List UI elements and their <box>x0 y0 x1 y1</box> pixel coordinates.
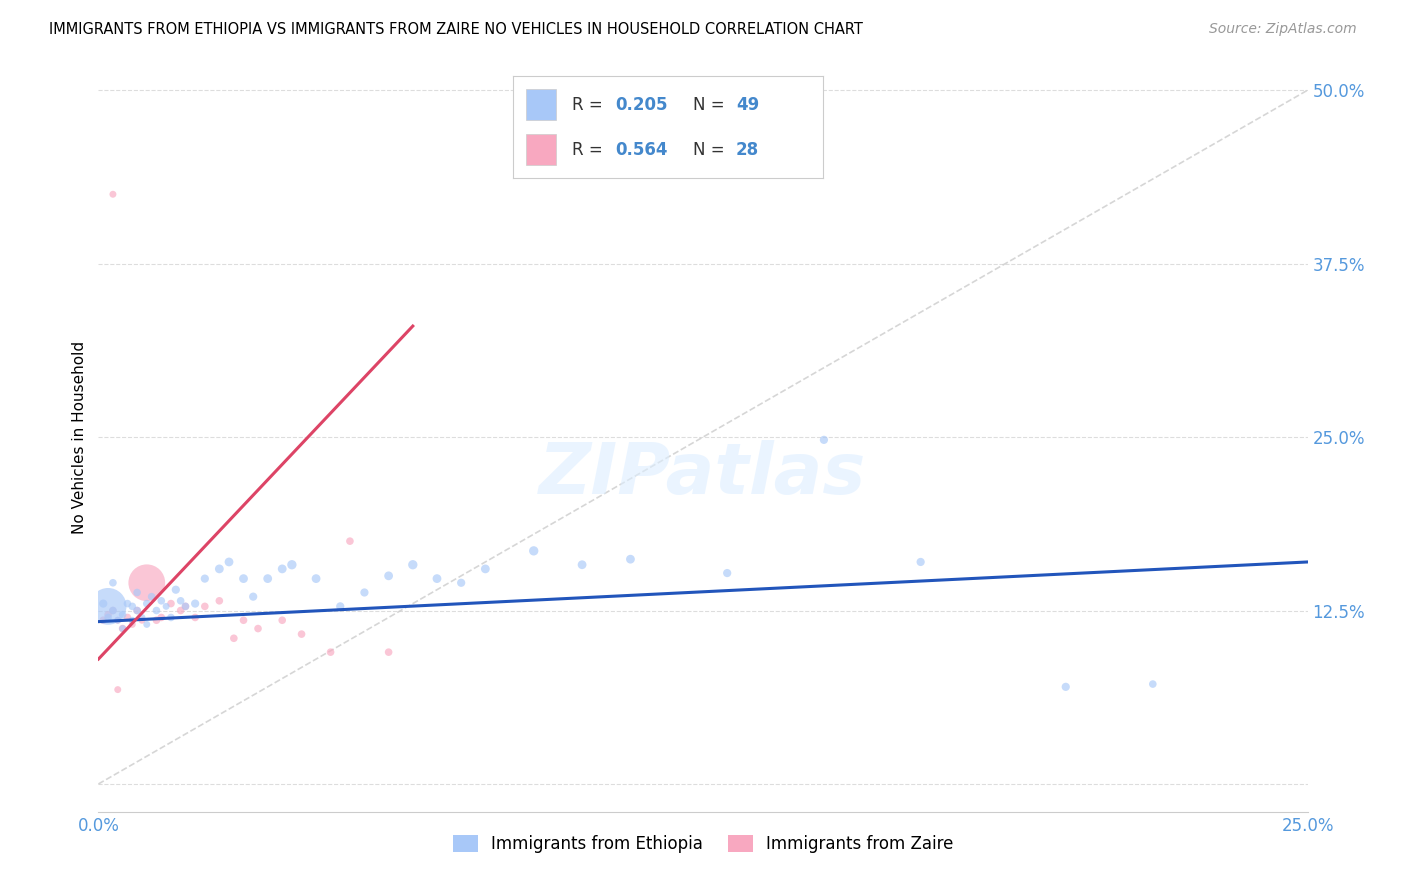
Point <box>1054 680 1077 694</box>
Point <box>290 627 312 641</box>
Point <box>169 603 191 617</box>
Point <box>329 599 352 614</box>
Point <box>150 610 173 624</box>
Point <box>91 597 114 611</box>
Text: 49: 49 <box>735 95 759 113</box>
Point <box>910 555 932 569</box>
Text: 28: 28 <box>735 141 759 159</box>
Point <box>1142 677 1164 691</box>
Point <box>145 603 167 617</box>
Point <box>256 572 278 586</box>
Point <box>208 594 231 608</box>
Point <box>305 572 328 586</box>
Point <box>97 607 120 622</box>
Point <box>131 610 153 624</box>
Point <box>107 613 129 627</box>
Point <box>281 558 304 572</box>
Text: 0.564: 0.564 <box>616 141 668 159</box>
Point <box>194 572 217 586</box>
Point <box>247 622 270 636</box>
Point <box>174 599 197 614</box>
Point <box>450 575 472 590</box>
Point <box>813 433 835 447</box>
Point <box>111 607 134 622</box>
Point <box>121 599 143 614</box>
Point <box>339 534 361 549</box>
Point <box>208 562 231 576</box>
Text: R =: R = <box>572 95 607 113</box>
Point <box>716 566 738 580</box>
Point <box>232 572 254 586</box>
Point <box>271 562 294 576</box>
Point <box>426 572 449 586</box>
Text: R =: R = <box>572 141 607 159</box>
Text: ZIPatlas: ZIPatlas <box>540 440 866 509</box>
Point <box>222 632 245 646</box>
Point <box>127 603 149 617</box>
Point <box>121 613 143 627</box>
Point <box>107 682 129 697</box>
Text: N =: N = <box>693 141 730 159</box>
Point <box>377 645 399 659</box>
Point <box>377 569 399 583</box>
Point <box>474 562 496 576</box>
Point <box>107 613 129 627</box>
Point <box>111 622 134 636</box>
Point <box>117 610 139 624</box>
Point <box>117 597 139 611</box>
Point <box>353 585 375 599</box>
Text: N =: N = <box>693 95 730 113</box>
Point <box>101 187 124 202</box>
Point <box>121 617 143 632</box>
Point <box>135 597 157 611</box>
Point <box>145 613 167 627</box>
Point <box>127 603 149 617</box>
Point <box>101 603 124 617</box>
Point <box>101 603 124 617</box>
Point <box>141 590 163 604</box>
Point <box>97 610 120 624</box>
Point <box>184 610 207 624</box>
Legend: Immigrants from Ethiopia, Immigrants from Zaire: Immigrants from Ethiopia, Immigrants fro… <box>446 828 960 860</box>
Point <box>97 599 120 614</box>
Point <box>242 590 264 604</box>
Point <box>91 613 114 627</box>
Point <box>150 594 173 608</box>
Point <box>218 555 240 569</box>
Point <box>174 599 197 614</box>
Point <box>160 610 183 624</box>
Point <box>169 594 191 608</box>
Point <box>155 599 177 614</box>
Point <box>271 613 294 627</box>
Point <box>232 613 254 627</box>
Point <box>619 552 641 566</box>
Text: IMMIGRANTS FROM ETHIOPIA VS IMMIGRANTS FROM ZAIRE NO VEHICLES IN HOUSEHOLD CORRE: IMMIGRANTS FROM ETHIOPIA VS IMMIGRANTS F… <box>49 22 863 37</box>
Point <box>523 544 546 558</box>
Y-axis label: No Vehicles in Household: No Vehicles in Household <box>72 341 87 533</box>
Point <box>160 597 183 611</box>
Point <box>165 582 187 597</box>
Point <box>571 558 593 572</box>
Bar <box>526 135 557 165</box>
Point <box>127 585 149 599</box>
Point <box>402 558 425 572</box>
Point <box>319 645 342 659</box>
Text: Source: ZipAtlas.com: Source: ZipAtlas.com <box>1209 22 1357 37</box>
Point <box>111 622 134 636</box>
Point <box>194 599 217 614</box>
Point <box>131 613 153 627</box>
Point <box>135 617 157 632</box>
Bar <box>526 89 557 120</box>
Point <box>135 575 157 590</box>
Text: 0.205: 0.205 <box>616 95 668 113</box>
Point <box>184 597 207 611</box>
Point <box>101 575 124 590</box>
